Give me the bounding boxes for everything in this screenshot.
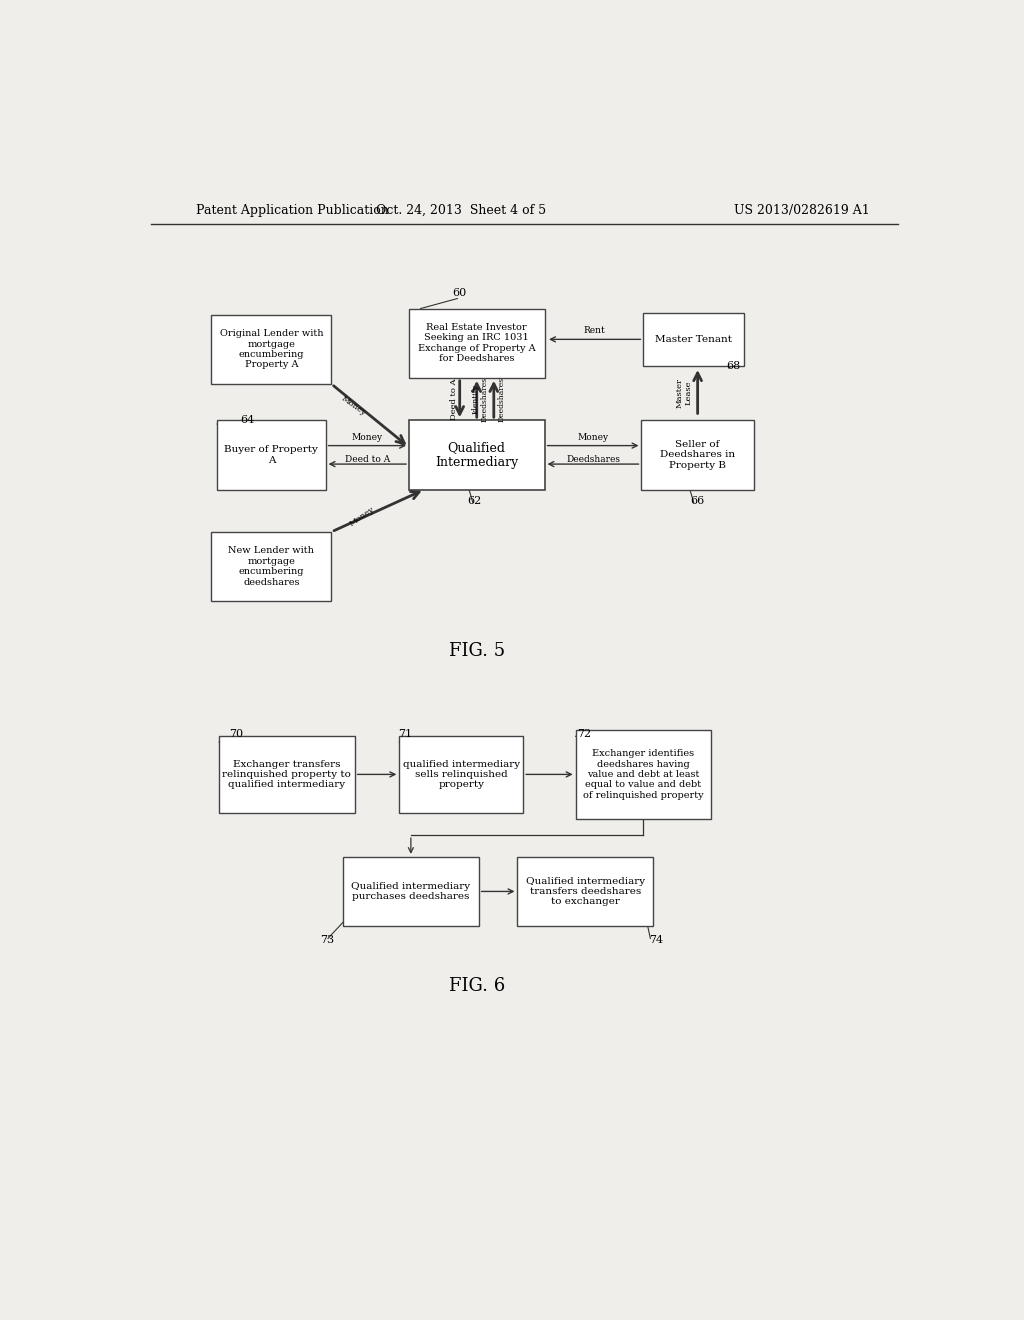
Text: Exchanger identifies
deedshares having
value and debt at least
equal to value an: Exchanger identifies deedshares having v…	[583, 750, 703, 800]
Text: 73: 73	[321, 935, 334, 945]
Text: 66: 66	[690, 496, 705, 506]
Text: Money: Money	[339, 395, 368, 418]
Bar	[217, 420, 326, 490]
Text: Oct. 24, 2013  Sheet 4 of 5: Oct. 24, 2013 Sheet 4 of 5	[376, 205, 547, 218]
Text: Deedshares: Deedshares	[498, 376, 506, 421]
Bar	[517, 857, 653, 927]
Text: 74: 74	[649, 935, 663, 945]
Text: Real Estate Investor
Seeking an IRC 1031
Exchange of Property A
for Deedshares: Real Estate Investor Seeking an IRC 1031…	[418, 323, 536, 363]
Text: Identify
Deedshares: Identify Deedshares	[471, 376, 488, 421]
Text: Seller of
Deedshares in
Property B: Seller of Deedshares in Property B	[660, 440, 735, 470]
Text: Deedshares: Deedshares	[566, 455, 620, 463]
Text: Exchanger transfers
relinquished property to
qualified intermediary: Exchanger transfers relinquished propert…	[222, 759, 351, 789]
Text: Qualified
Intermediary: Qualified Intermediary	[435, 441, 518, 469]
Text: 64: 64	[241, 416, 255, 425]
Text: Original Lender with
mortgage
encumbering
Property A: Original Lender with mortgage encumberin…	[219, 329, 324, 370]
Text: Qualified intermediary
purchases deedshares: Qualified intermediary purchases deedsha…	[351, 882, 470, 902]
Text: Money: Money	[348, 506, 377, 528]
Text: US 2013/0282619 A1: US 2013/0282619 A1	[734, 205, 870, 218]
Bar	[409, 420, 545, 490]
Bar	[343, 857, 478, 927]
Text: Master Tenant: Master Tenant	[655, 335, 732, 343]
Text: Deed to A: Deed to A	[345, 455, 390, 463]
Bar	[409, 309, 545, 378]
Text: 72: 72	[578, 730, 592, 739]
Text: Patent Application Publication: Patent Application Publication	[197, 205, 389, 218]
Text: Master
Lease: Master Lease	[675, 378, 692, 408]
Text: 62: 62	[467, 496, 481, 506]
Text: New Lender with
mortgage
encumbering
deedshares: New Lender with mortgage encumbering dee…	[228, 546, 314, 586]
Bar	[219, 737, 354, 813]
Bar	[641, 420, 754, 490]
Text: 68: 68	[726, 362, 740, 371]
Text: Money: Money	[351, 433, 383, 442]
Text: qualified intermediary
sells relinquished
property: qualified intermediary sells relinquishe…	[402, 759, 520, 789]
Text: 71: 71	[397, 730, 412, 739]
Bar	[575, 730, 712, 818]
Bar	[211, 314, 332, 384]
Text: 70: 70	[228, 730, 243, 739]
Text: Buyer of Property
A: Buyer of Property A	[224, 445, 318, 465]
Text: 60: 60	[452, 288, 466, 298]
Text: Rent: Rent	[583, 326, 605, 334]
Text: Deed to A: Deed to A	[450, 379, 458, 420]
Text: Money: Money	[578, 433, 608, 442]
Bar	[399, 737, 523, 813]
Bar	[643, 313, 744, 366]
Text: Qualified intermediary
transfers deedshares
to exchanger: Qualified intermediary transfers deedsha…	[525, 876, 645, 907]
Bar	[211, 532, 332, 601]
Text: FIG. 6: FIG. 6	[449, 977, 505, 995]
Text: FIG. 5: FIG. 5	[449, 643, 505, 660]
